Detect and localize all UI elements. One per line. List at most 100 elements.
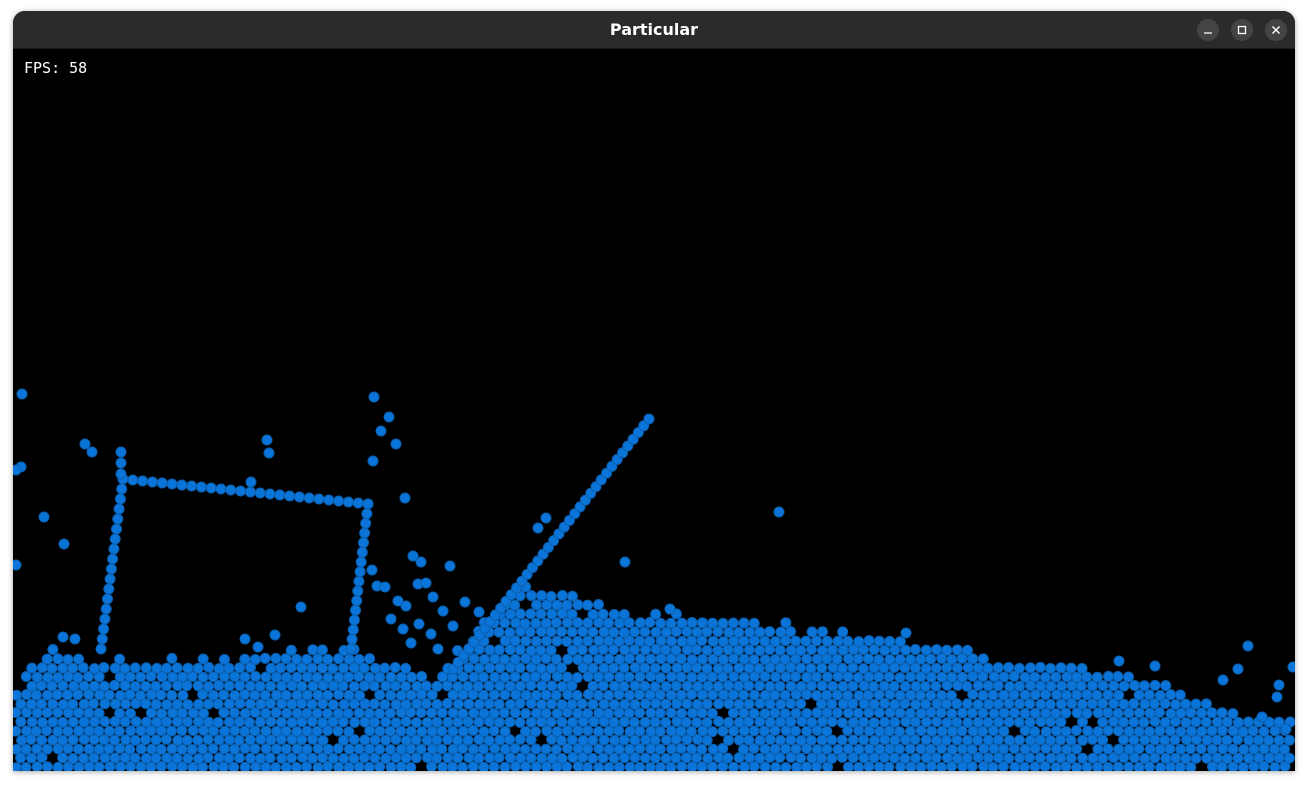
particle: [96, 633, 108, 645]
particle: [26, 716, 38, 728]
particle: [1123, 743, 1135, 755]
particle: [654, 743, 666, 755]
particle: [941, 679, 953, 691]
particle-field: [13, 388, 1295, 771]
particle: [369, 716, 380, 728]
particle: [119, 716, 131, 728]
particle: [447, 743, 459, 755]
particle: [369, 662, 381, 674]
particle: [413, 618, 425, 630]
particle: [69, 633, 81, 645]
particle: [61, 689, 73, 701]
particle: [270, 762, 281, 771]
particle: [998, 689, 1010, 701]
particle: [572, 635, 584, 647]
particle: [181, 734, 193, 746]
particle: [473, 662, 485, 674]
particle: [613, 689, 625, 701]
particle: [801, 725, 813, 737]
particle: [301, 653, 313, 665]
particle: [129, 752, 141, 764]
particle: [468, 707, 480, 719]
particle: [88, 698, 99, 710]
particle: [582, 762, 594, 771]
particle: [1066, 698, 1078, 709]
particle: [748, 725, 760, 737]
particle: [842, 743, 854, 755]
particle: [52, 726, 64, 737]
close-icon: [1272, 26, 1280, 34]
particle: [863, 635, 875, 647]
particle: [915, 743, 927, 755]
particle: [514, 608, 526, 620]
particle: [1273, 679, 1285, 691]
particle: [707, 743, 719, 755]
particle: [743, 680, 755, 692]
particle: [931, 644, 943, 656]
particle: [899, 680, 911, 692]
particle: [1133, 743, 1145, 755]
particle: [624, 743, 636, 755]
particle: [661, 734, 672, 746]
particle: [264, 752, 276, 764]
particle: [1206, 725, 1218, 737]
particle: [1143, 689, 1155, 701]
particle: [774, 752, 786, 763]
particle: [301, 761, 313, 771]
maximize-button[interactable]: [1231, 19, 1253, 41]
particle: [587, 609, 599, 620]
particle: [956, 652, 968, 664]
particle: [1091, 671, 1103, 683]
particle: [634, 689, 645, 701]
particle: [889, 644, 901, 656]
particle: [681, 734, 693, 746]
particle: [499, 743, 511, 755]
particle: [150, 734, 162, 746]
particle: [686, 654, 698, 665]
particle: [1019, 761, 1030, 771]
particle: [701, 698, 713, 710]
close-button[interactable]: [1265, 19, 1287, 41]
particle: [894, 672, 906, 684]
particle: [712, 680, 724, 692]
particle: [367, 455, 379, 467]
particle: [285, 644, 297, 656]
particle: [1227, 743, 1239, 755]
particle: [680, 716, 692, 728]
particle: [186, 744, 198, 755]
particle: [452, 734, 463, 746]
particle: [1170, 752, 1181, 764]
title-bar[interactable]: Particular: [13, 11, 1295, 49]
particle: [400, 681, 412, 692]
particle: [925, 690, 937, 701]
particle: [806, 644, 817, 655]
particle: [52, 672, 64, 684]
particle: [843, 707, 854, 719]
particle: [670, 644, 682, 656]
particle: [847, 752, 859, 764]
particle: [197, 653, 209, 665]
particle: [62, 761, 74, 771]
particle: [431, 680, 443, 692]
particle: [650, 608, 662, 620]
particle: [195, 481, 207, 493]
particle: [785, 680, 797, 692]
particle: [561, 761, 573, 771]
particle: [577, 734, 589, 746]
particle: [639, 752, 651, 764]
particle: [311, 725, 323, 737]
particle: [858, 716, 870, 728]
particle: [598, 662, 610, 674]
particle: [576, 698, 588, 710]
particle: [738, 689, 749, 701]
particle: [847, 734, 859, 746]
particle: [358, 537, 369, 549]
minimize-button[interactable]: [1197, 19, 1219, 41]
particle: [447, 707, 459, 719]
particle: [540, 671, 552, 683]
particle: [420, 698, 432, 709]
particle: [479, 654, 490, 665]
particle: [707, 689, 719, 701]
simulation-canvas[interactable]: FPS: 58: [13, 49, 1295, 771]
particle: [748, 617, 760, 629]
